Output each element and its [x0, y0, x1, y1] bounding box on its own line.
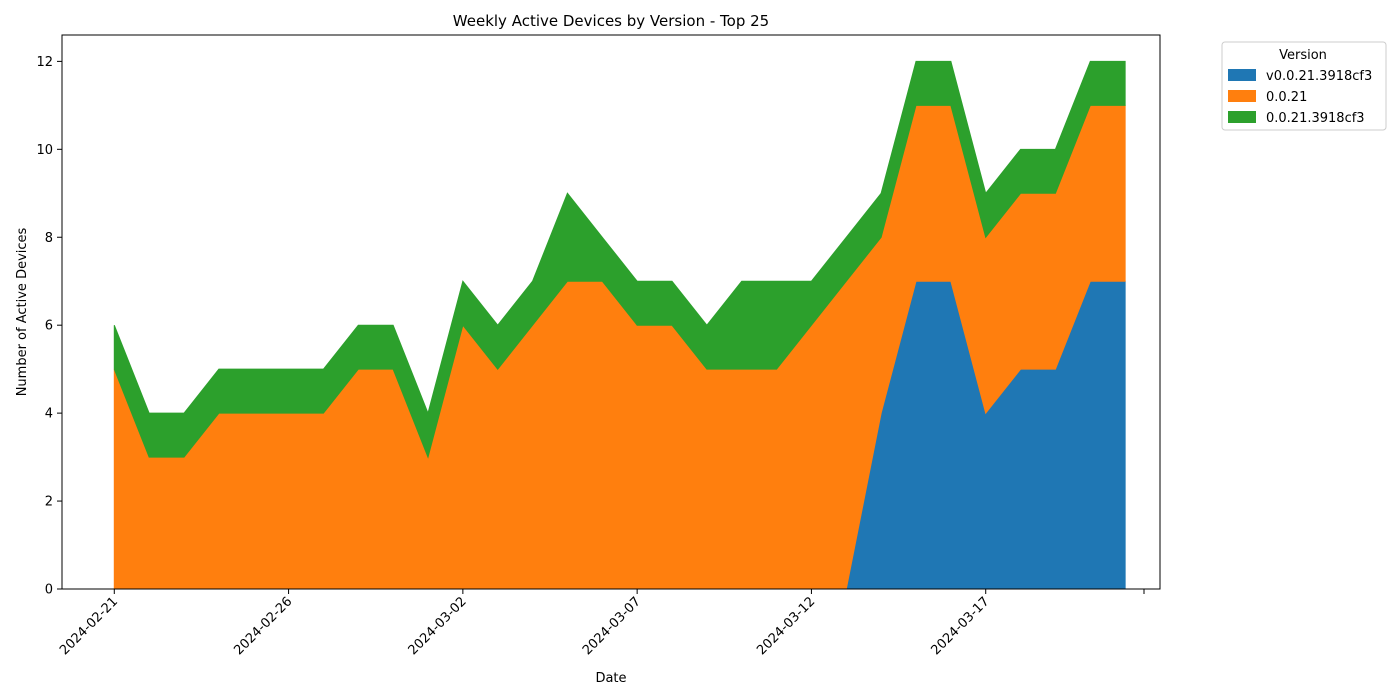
legend-label-0: v0.0.21.3918cf3	[1266, 69, 1372, 84]
y-tick-label: 4	[45, 407, 53, 422]
area-series-group	[114, 61, 1125, 589]
y-tick-label: 6	[45, 319, 53, 334]
x-tick-label: 2024-03-12	[754, 594, 818, 658]
x-axis: 2024-02-21 2024-02-26 2024-03-02 2024-03-07…	[57, 589, 1144, 658]
y-tick-label: 2	[45, 495, 53, 510]
x-tick-label: 2024-02-26	[231, 594, 295, 658]
legend-label-2: 0.0.21.3918cf3	[1266, 111, 1365, 126]
legend: Version v0.0.21.3918cf3 0.0.21 0.0.21.3918…	[1222, 42, 1386, 130]
x-tick-label: 2024-03-07	[580, 594, 644, 658]
legend-swatch-0	[1228, 69, 1256, 81]
x-axis-label: Date	[595, 671, 626, 686]
y-axis-label: Number of Active Devices	[15, 227, 30, 396]
legend-swatch-2	[1228, 111, 1256, 123]
legend-title: Version	[1279, 48, 1327, 63]
legend-label-1: 0.0.21	[1266, 90, 1307, 105]
y-tick-label: 0	[45, 583, 53, 598]
chart-title: Weekly Active Devices by Version - Top 2…	[453, 12, 769, 30]
x-tick-label: 2024-03-02	[406, 594, 470, 658]
x-tick-label: 2024-02-21	[57, 594, 121, 658]
legend-swatch-1	[1228, 90, 1256, 102]
y-tick-label: 12	[36, 55, 53, 70]
y-tick-label: 8	[45, 231, 53, 246]
x-tick-label: 2024-03-17	[929, 594, 993, 658]
y-axis: 0 2 4 6 8 10 12	[36, 55, 62, 598]
y-tick-label: 10	[36, 143, 53, 158]
